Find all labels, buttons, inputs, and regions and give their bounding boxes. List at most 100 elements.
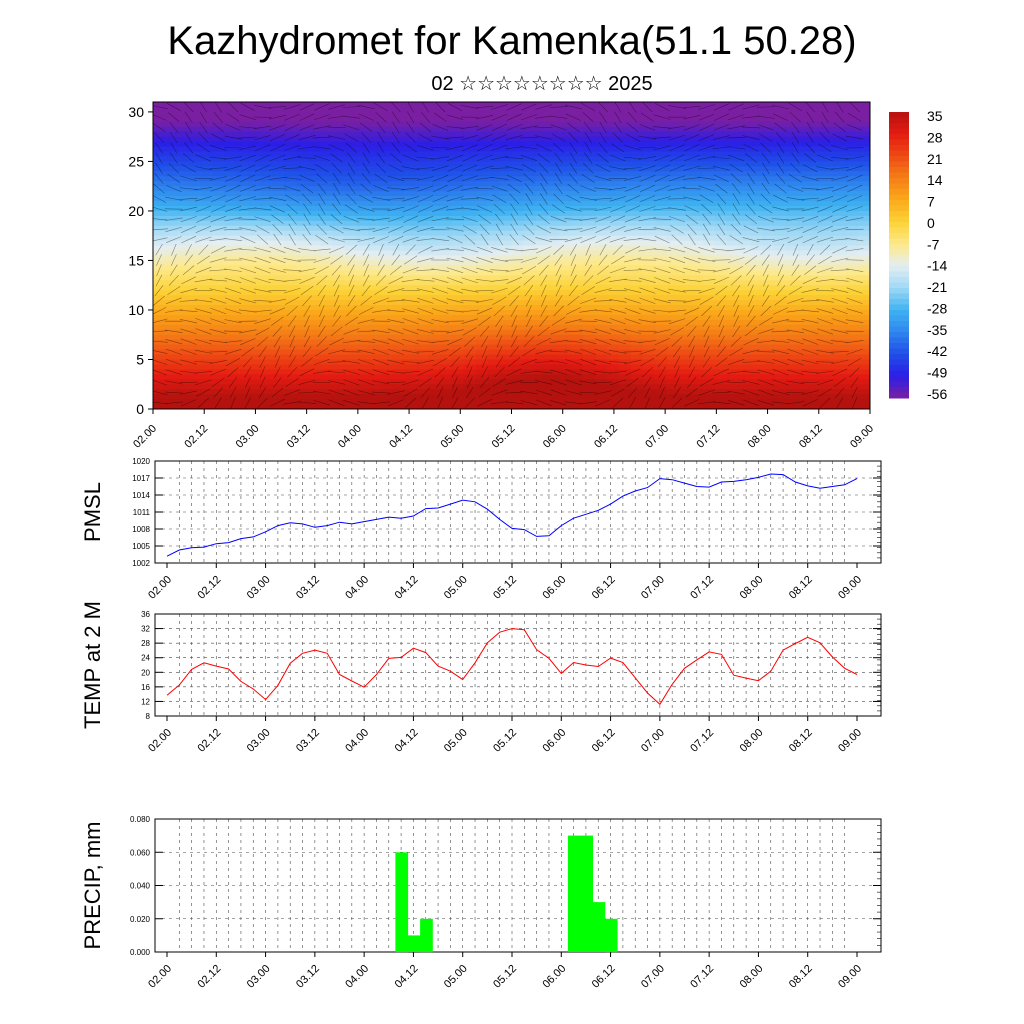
colorbar-label: 28 (927, 129, 943, 145)
x-tick-label: 09.00 (836, 727, 864, 755)
colorbar-swatch (889, 392, 909, 399)
colorbar-swatch (889, 216, 909, 223)
x-tick-label: 05.00 (442, 574, 470, 602)
x-tick-label: 07.00 (639, 727, 667, 755)
grid (155, 613, 881, 717)
x-tick-label: 08.00 (738, 574, 766, 602)
colorbar-label: -42 (927, 343, 947, 359)
y-tick-label: 1017 (132, 474, 150, 483)
precip-bar (407, 935, 421, 952)
colorbar-swatch (889, 370, 909, 377)
temp-line (166, 628, 858, 706)
colorbar-swatch (889, 167, 909, 173)
x-tick-label: 04.12 (393, 727, 421, 755)
colorbar-swatch (889, 271, 909, 278)
colorbar-label: -7 (927, 236, 940, 252)
colorbar-swatch (889, 260, 909, 267)
colorbar-swatch (889, 266, 909, 272)
x-tick-label: 09.00 (836, 963, 864, 991)
x-tick-label: 08.12 (787, 963, 815, 991)
y-tick-label: 16 (141, 683, 150, 692)
temperature-cross-section: 0 5 10 15 20 25 30 02.00 02.12 03.00 03.12 04.00 04.… (128, 101, 876, 451)
y-tick-label: 1005 (132, 542, 150, 551)
y-tick-label: 28 (141, 639, 150, 648)
x-tick-label: 04.00 (343, 727, 371, 755)
y-tick-label: 8 (146, 712, 151, 721)
x-tick-label: 06.12 (592, 423, 620, 451)
x-tick-label: 07.00 (643, 423, 671, 451)
colorbar-swatch (889, 354, 909, 360)
y-tick-label: 10 (128, 302, 144, 318)
x-tick-label: 07.12 (688, 963, 716, 991)
y-axis-label: PMSL (80, 482, 105, 542)
x-tick-label: 08.00 (738, 727, 766, 755)
colorbar-swatch (889, 304, 909, 311)
x-tick-label: 03.00 (245, 963, 273, 991)
precip-panel: 0.000 0.020 0.040 0.060 0.080 02.00 02.12 03.00… (80, 815, 882, 991)
x-tick-label: 08.12 (797, 423, 825, 451)
colorbar-swatch (889, 172, 909, 179)
y-tick-label: 20 (128, 203, 144, 219)
colorbar-swatch (889, 255, 909, 261)
x-tick-label: 03.12 (294, 963, 322, 991)
colorbar-swatch (889, 189, 909, 195)
colorbar-swatch (889, 244, 909, 250)
colorbar-label: -35 (927, 322, 947, 338)
x-tick-label: 05.12 (491, 574, 519, 602)
x-tick-label: 06.12 (590, 727, 618, 755)
x-tick-label: 02.12 (195, 574, 223, 602)
colorbar-swatch (889, 117, 909, 124)
colorbar-swatch (889, 277, 909, 283)
colorbar-swatch (889, 145, 909, 151)
x-tick-label: 02.12 (182, 423, 210, 451)
y-tick-label: 0 (136, 401, 144, 417)
colorbar-swatch (889, 156, 909, 162)
colorbar-swatch (889, 227, 909, 234)
x-tick-label: 02.00 (146, 574, 174, 602)
x-tick-label: 03.12 (294, 727, 322, 755)
colorbar-swatch (889, 205, 909, 212)
x-tick-label: 07.00 (639, 963, 667, 991)
colorbar: 35 28 21 14 7 0 -7 -14 -21 -28 -35 -42 -49 -56 (889, 108, 947, 402)
x-tick-label: 02.12 (195, 963, 223, 991)
colorbar-swatch (889, 134, 909, 140)
colorbar-label: -28 (927, 300, 947, 316)
colorbar-swatch (889, 128, 909, 135)
x-tick-label: 06.00 (540, 727, 568, 755)
x-tick-label: 06.12 (590, 574, 618, 602)
x-tick-label: 08.00 (738, 963, 766, 991)
x-tick-label: 08.12 (787, 574, 815, 602)
x-tick-label: 06.00 (540, 574, 568, 602)
colorbar-swatch (889, 321, 909, 327)
colorbar-swatch (889, 123, 909, 129)
colorbar-swatch (889, 381, 909, 388)
x-tick-label: 03.12 (294, 574, 322, 602)
y-tick-label: 12 (141, 697, 150, 706)
colorbar-label: 21 (927, 151, 943, 167)
colorbar-swatch (889, 359, 909, 366)
x-tick-label: 05.00 (442, 963, 470, 991)
y-tick-label: 30 (128, 104, 144, 120)
colorbar-swatch (889, 337, 909, 344)
colorbar-swatch (889, 293, 909, 300)
heatmap-cells (153, 102, 870, 409)
pmsl-line (166, 473, 858, 557)
y-axis-label: TEMP at 2 M (80, 601, 105, 729)
colorbar-swatch (889, 238, 909, 245)
x-tick-label: 02.00 (146, 963, 174, 991)
precip-bar (420, 918, 433, 953)
x-tick-label: 07.00 (639, 574, 667, 602)
y-tick-label: 36 (141, 610, 150, 619)
colorbar-swatch (889, 150, 909, 157)
x-tick-label: 03.00 (245, 727, 273, 755)
colorbar-swatch (889, 222, 909, 228)
colorbar-swatch (889, 376, 909, 382)
y-tick-label: 32 (141, 625, 150, 634)
temp-panel: 8 12 16 20 24 28 32 36 02.00 02.12 03.00 03.12 04.00… (80, 601, 882, 755)
y-tick-label: 5 (136, 351, 144, 367)
y-tick-label: 1008 (132, 525, 150, 534)
colorbar-swatch (889, 348, 909, 355)
colorbar-swatch (889, 343, 909, 349)
y-tick-label: 15 (128, 252, 144, 268)
colorbar-swatch (889, 387, 909, 393)
